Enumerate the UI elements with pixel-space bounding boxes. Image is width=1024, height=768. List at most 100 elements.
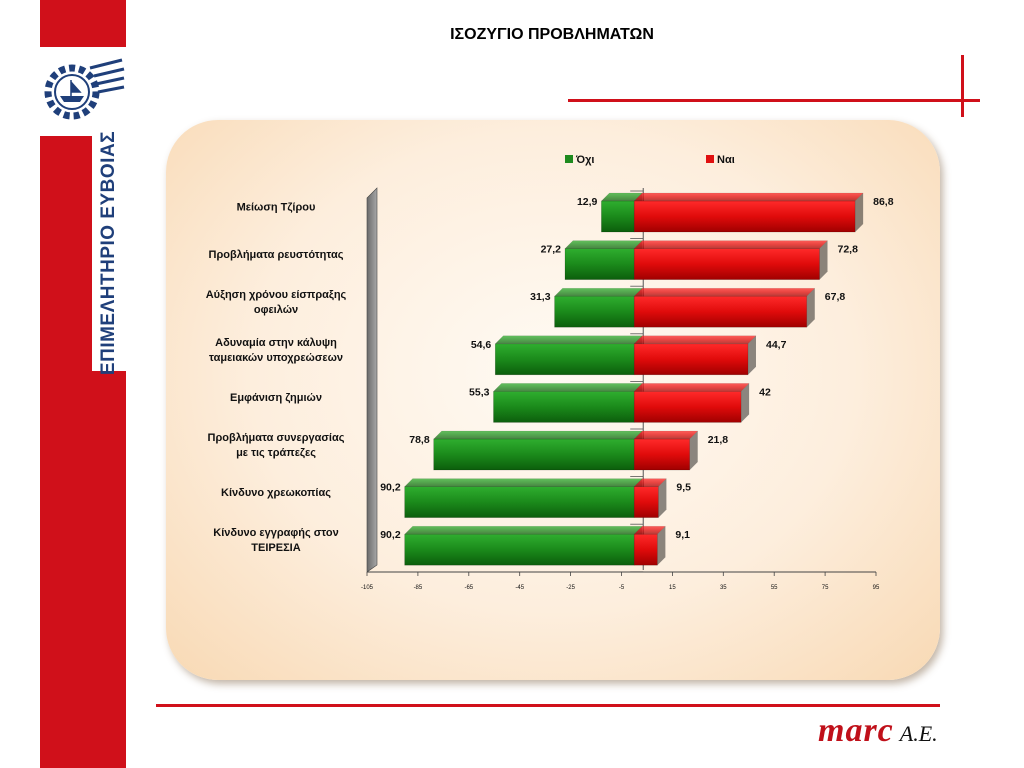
legend-swatch-1	[565, 155, 573, 163]
bar-yes-6-front	[633, 438, 691, 471]
bar-no-3	[553, 287, 643, 328]
bar-no-3-front	[554, 295, 635, 328]
value-label-no-5: 55,3	[469, 386, 490, 398]
bar-no-5-top	[492, 383, 643, 392]
x-tick-label: 15	[669, 585, 676, 591]
value-label-no-8: 90,2	[380, 529, 401, 541]
bar-yes-2-top	[633, 240, 829, 249]
category-label: Μείωση Τζίρου	[237, 202, 316, 214]
value-label-yes-7: 9,5	[676, 482, 691, 494]
gear-ship-logo-icon	[44, 58, 125, 120]
value-label-no-3: 31,3	[530, 291, 551, 303]
bar-no-4-front	[494, 343, 635, 376]
category-label: Αδυναμία στην κάλυψη	[215, 337, 337, 349]
top-red-strip	[40, 0, 126, 47]
page-title: ΙΣΟΖΥΓΙΟ ΠΡΟΒΛΗΜΑΤΩΝ	[450, 26, 654, 43]
bar-no-5	[492, 383, 643, 423]
bar-no-4-top	[494, 335, 643, 345]
bar-yes-4-top	[633, 335, 757, 345]
bar-no-5-front	[493, 391, 635, 423]
bar-yes-5	[633, 383, 750, 423]
bar-yes-8-front	[633, 533, 658, 566]
value-label-no-6: 78,8	[409, 434, 430, 446]
chart-bars	[404, 192, 864, 566]
bar-yes-2-side	[819, 240, 828, 280]
value-label-yes-5: 42	[759, 386, 771, 398]
bar-no-4	[494, 335, 643, 376]
chart-labels: -105 -85 -65 -45 -25 -5 15 35 55 75 95 12,9 86,8 Μείω…	[206, 196, 894, 591]
bar-yes-2	[633, 240, 829, 280]
bar-no-2-top	[564, 240, 643, 249]
side-label-panel	[92, 136, 126, 371]
category-axis-wall	[366, 187, 378, 573]
category-label: Αύξηση χρόνου είσπραξης	[206, 289, 347, 301]
value-label-yes-6: 21,8	[708, 434, 729, 446]
bar-no-7-front	[404, 486, 635, 518]
decorative-vertical-line	[961, 55, 964, 117]
bar-no-6-front	[433, 438, 635, 471]
bar-yes-3	[633, 287, 816, 328]
value-label-yes-3: 67,8	[825, 291, 846, 303]
x-tick-label: 55	[771, 585, 778, 591]
brand-name: marc	[818, 712, 894, 749]
category-label: ΤΕΙΡΕΣΙΑ	[251, 542, 300, 554]
category-label: Εμφάνιση ζημιών	[230, 392, 322, 404]
bar-yes-5-top	[633, 383, 750, 392]
legend-label-1: Όχι	[575, 154, 594, 166]
bar-no-8	[404, 525, 643, 566]
bar-yes-5-side	[741, 383, 750, 423]
x-tick-label: -65	[464, 585, 473, 591]
bar-yes-3-front	[633, 295, 808, 328]
bar-yes-4-side	[747, 335, 756, 375]
bar-yes-7-front	[633, 486, 659, 518]
chart-legend: Όχι Ναι	[565, 154, 735, 166]
bar-no-3-top	[553, 287, 643, 297]
x-tick-label: -25	[566, 585, 575, 591]
x-tick-label: 75	[822, 585, 829, 591]
x-tick-label: -85	[414, 585, 423, 591]
value-label-no-7: 90,2	[380, 482, 401, 494]
bar-yes-1-side	[855, 193, 864, 232]
bar-yes-4	[633, 335, 757, 376]
value-label-yes-8: 9,1	[675, 529, 690, 541]
bar-yes-6-top	[633, 430, 699, 440]
bottom-red-line	[156, 704, 940, 707]
value-label-yes-2: 72,8	[838, 244, 859, 256]
x-tick-label: -105	[361, 585, 374, 591]
x-tick-label: -5	[619, 585, 625, 591]
bar-yes-1-top	[633, 192, 864, 202]
category-label: ταμειακών υποχρεώσεων	[209, 352, 343, 364]
bar-yes-3-side	[806, 288, 815, 328]
brand-suffix: A.E.	[899, 721, 938, 746]
brand-logo: marc A.E.	[818, 712, 938, 750]
bar-no-2	[564, 240, 643, 280]
bar-yes-1-front	[633, 200, 856, 233]
bar-no-6-top	[433, 430, 643, 440]
legend-swatch-2	[706, 155, 714, 163]
bar-yes-1	[633, 192, 864, 233]
bar-yes-7-top	[633, 478, 668, 487]
bar-yes-6	[633, 430, 699, 471]
bar-yes-6-side	[689, 431, 698, 470]
bar-no-1-front	[601, 200, 635, 233]
category-label: με τις τράπεζες	[236, 447, 316, 459]
chamber-logo	[40, 52, 126, 130]
bar-yes-2-front	[633, 248, 820, 280]
category-label: Προβλήματα συνεργασίας	[208, 432, 345, 444]
value-label-no-2: 27,2	[541, 244, 562, 256]
category-label: Κίνδυνο εγγραφής στον	[213, 527, 338, 539]
bar-yes-5-front	[633, 391, 742, 423]
category-label: οφειλών	[254, 304, 298, 316]
bar-yes-4-front	[633, 343, 749, 376]
bar-yes-8-top	[633, 525, 666, 535]
bar-yes-8-side	[657, 526, 666, 566]
category-label: Προβλήματα ρευστότητας	[209, 249, 344, 261]
bar-no-7	[404, 478, 643, 518]
x-tick-label: -45	[515, 585, 524, 591]
value-label-yes-4: 44,7	[766, 339, 787, 351]
value-label-yes-1: 86,8	[873, 196, 894, 208]
bar-no-2-front	[564, 248, 635, 280]
bar-no-7-top	[404, 478, 643, 487]
legend-label-2: Ναι	[717, 154, 735, 166]
